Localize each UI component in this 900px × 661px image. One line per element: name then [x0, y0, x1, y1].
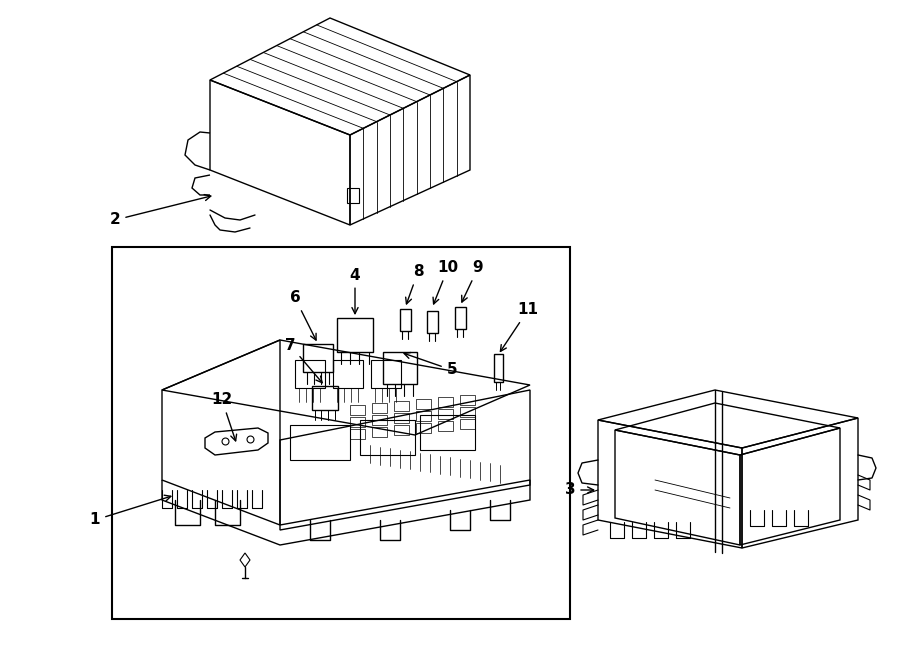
Bar	[333, 360, 363, 388]
Bar	[438, 409, 453, 419]
Bar	[494, 354, 503, 382]
Bar	[438, 397, 453, 407]
Bar	[460, 419, 475, 429]
Text: 5: 5	[404, 352, 457, 377]
Text: 4: 4	[350, 268, 360, 314]
Bar	[371, 360, 401, 388]
Text: 6: 6	[290, 290, 316, 340]
Bar	[372, 427, 387, 437]
Text: 10: 10	[433, 260, 459, 304]
Text: 1: 1	[90, 495, 171, 527]
Bar	[303, 344, 333, 372]
Bar	[347, 188, 359, 203]
Bar	[350, 417, 365, 427]
Bar	[420, 415, 475, 450]
Bar	[290, 425, 350, 460]
Bar	[112, 247, 570, 619]
Bar	[460, 395, 475, 405]
Bar	[312, 386, 338, 410]
Bar	[383, 352, 417, 384]
Bar	[372, 403, 387, 413]
Bar	[295, 360, 325, 388]
Bar	[416, 411, 431, 421]
Text: 9: 9	[462, 260, 483, 302]
Text: 7: 7	[284, 338, 322, 383]
Bar	[372, 415, 387, 425]
Bar	[416, 423, 431, 433]
Bar	[460, 407, 475, 417]
Text: 12: 12	[212, 393, 237, 441]
Text: 11: 11	[500, 303, 538, 352]
Bar	[360, 420, 415, 455]
Bar	[438, 421, 453, 431]
Bar	[394, 425, 409, 435]
Text: 2: 2	[110, 194, 211, 227]
Bar	[394, 401, 409, 411]
Bar	[394, 413, 409, 423]
Bar	[337, 318, 373, 352]
Bar	[350, 405, 365, 415]
Text: 8: 8	[406, 264, 423, 304]
Text: 3: 3	[564, 483, 594, 498]
Bar	[350, 429, 365, 439]
Bar	[455, 307, 466, 329]
Bar	[416, 399, 431, 409]
Bar	[427, 311, 438, 333]
Bar	[400, 309, 411, 331]
